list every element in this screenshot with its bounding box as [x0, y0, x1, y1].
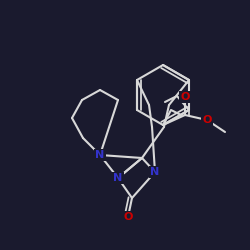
Text: N: N	[150, 167, 160, 177]
Text: O: O	[123, 212, 133, 222]
Text: O: O	[180, 92, 190, 102]
Text: N: N	[114, 173, 122, 183]
Text: N: N	[96, 150, 104, 160]
Text: O: O	[202, 115, 212, 125]
